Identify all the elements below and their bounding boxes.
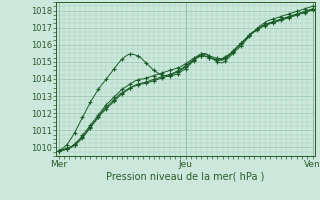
X-axis label: Pression niveau de la mer( hPa ): Pression niveau de la mer( hPa ) [107,172,265,182]
